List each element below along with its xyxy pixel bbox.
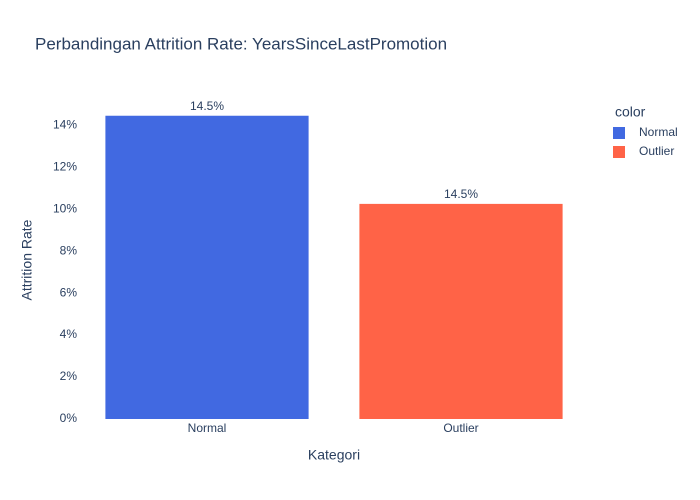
legend-label: Outlier (639, 144, 674, 158)
chart-title: Perbandingan Attrition Rate: YearsSinceL… (35, 34, 447, 53)
bar-text: 14.5% (444, 187, 478, 201)
y-tick-label: 12% (53, 159, 77, 173)
bar (359, 203, 563, 419)
bar (105, 115, 309, 419)
x-tick-label: Normal (188, 421, 227, 435)
legend-title: color (615, 104, 646, 120)
y-tick-label: 2% (60, 369, 78, 383)
y-tick-label: 0% (60, 411, 78, 425)
legend-swatch (613, 146, 625, 158)
legend-label: Normal (639, 125, 678, 139)
y-tick-label: 10% (53, 201, 77, 215)
y-tick-label: 4% (60, 327, 78, 341)
bar-text: 14.5% (190, 99, 224, 113)
x-tick-label: Outlier (443, 421, 478, 435)
y-axis-title: Attrition Rate (19, 219, 35, 300)
y-tick-label: 6% (60, 285, 78, 299)
x-axis-title: Kategori (308, 447, 360, 463)
legend-swatch (613, 127, 625, 139)
y-tick-label: 8% (60, 243, 78, 257)
y-tick-label: 14% (53, 117, 77, 131)
